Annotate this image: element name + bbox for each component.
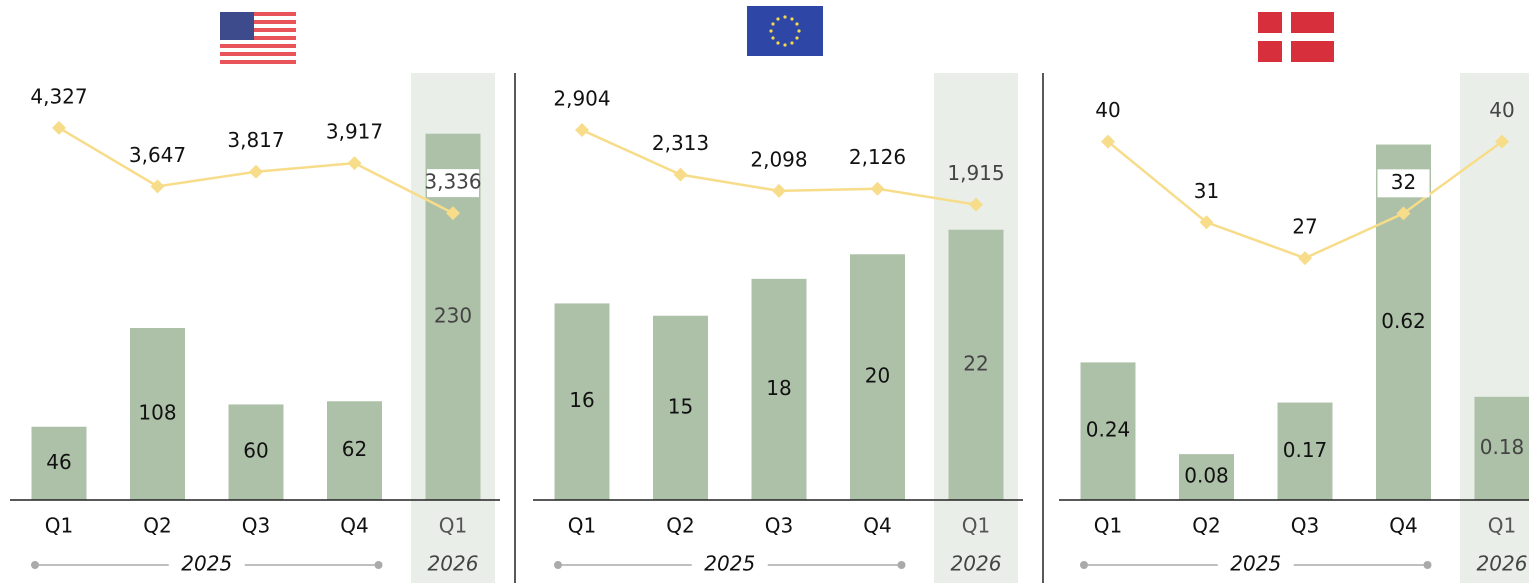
line-label: 3,917: [326, 120, 383, 144]
line-label: 3,647: [129, 143, 186, 167]
period-dot: [31, 561, 39, 569]
period-dot: [1423, 561, 1432, 569]
line-label: 32: [1391, 170, 1416, 194]
bar-label: 0.62: [1381, 309, 1426, 333]
bar-label: 230: [434, 303, 472, 327]
line-label: 1,915: [947, 161, 1004, 185]
bar: [1474, 396, 1529, 500]
x-tick-label: Q3: [242, 514, 270, 538]
line-marker: [150, 179, 165, 194]
bar: [948, 229, 1004, 500]
bar-label: 20: [865, 364, 890, 388]
bar-label: 60: [243, 439, 268, 463]
period-label: 2025: [181, 552, 232, 576]
bar-label: 18: [766, 376, 791, 400]
line-marker: [1199, 215, 1214, 230]
line-marker: [52, 120, 66, 135]
bar-label: 15: [668, 394, 693, 418]
period-dot: [1080, 561, 1088, 569]
bar: [130, 328, 185, 500]
bar: [327, 401, 382, 500]
line-marker: [673, 167, 688, 182]
line-marker: [870, 181, 885, 196]
line-marker: [1495, 134, 1509, 149]
line-marker: [249, 164, 263, 179]
line-label: 40: [1489, 98, 1514, 122]
period-dot: [554, 561, 562, 569]
x-tick-label: Q2: [143, 514, 171, 538]
x-tick-label: Q2: [1192, 514, 1220, 538]
bar-label: 0.24: [1086, 418, 1131, 442]
x-tick-label: Q1: [45, 514, 73, 538]
period-label: 2025: [704, 552, 755, 576]
bar: [1376, 144, 1431, 501]
line-label: 2,098: [750, 147, 807, 171]
x-tick-label: Q1: [1488, 514, 1516, 538]
label-background: [1377, 169, 1430, 198]
line: [1107, 140, 1503, 260]
bar-label: 0.18: [1480, 435, 1525, 459]
x-tick-label: Q4: [340, 514, 368, 538]
bar: [1179, 454, 1234, 500]
line-marker: [446, 206, 460, 221]
x-tick-label: Q4: [863, 514, 891, 538]
bar-label: 22: [963, 351, 988, 375]
line-marker: [969, 197, 983, 212]
bar: [554, 303, 610, 500]
bar: [653, 315, 708, 500]
x-tick-label: Q2: [666, 514, 694, 538]
x-tick-label: Q3: [1291, 514, 1319, 538]
bar: [228, 404, 284, 500]
line-label: 2,126: [849, 145, 906, 169]
line-label: 3,817: [227, 128, 284, 152]
period-label: 2025: [1230, 552, 1281, 576]
x-tick-label: Q1: [568, 514, 596, 538]
bar: [850, 254, 905, 500]
x-tick-label: Q1: [439, 514, 467, 538]
label-background: [427, 169, 479, 198]
line-label: 27: [1292, 215, 1317, 239]
line-label: 2,313: [652, 131, 709, 155]
bar-label: 16: [569, 388, 594, 412]
bar-label: 0.08: [1184, 464, 1229, 488]
line-label: 3,336: [424, 170, 481, 194]
line-marker: [1396, 206, 1411, 221]
us-flag: [220, 12, 296, 64]
period-label: 2026: [1477, 552, 1528, 576]
x-tick-label: Q1: [962, 514, 990, 538]
bar: [1277, 402, 1333, 500]
line-label: 2,904: [553, 87, 610, 111]
bar-label: 0.17: [1283, 438, 1328, 462]
bar: [751, 278, 807, 500]
x-tick-label: Q4: [1389, 514, 1417, 538]
period-dot: [897, 561, 906, 569]
line-marker: [772, 183, 786, 198]
line-marker: [575, 123, 589, 138]
highlight-column: [1460, 73, 1529, 583]
bar: [31, 426, 87, 500]
line-label: 40: [1095, 98, 1120, 122]
x-tick-label: Q1: [1094, 514, 1122, 538]
eu-flag: [747, 6, 823, 56]
line-label: 4,327: [30, 84, 87, 108]
line-label: 31: [1194, 179, 1219, 203]
line-marker: [347, 156, 362, 171]
period-dot: [374, 561, 383, 569]
bar-label: 46: [46, 450, 71, 474]
period-label: 2026: [951, 552, 1002, 576]
bar-label: 108: [138, 401, 176, 425]
bar-label: 62: [342, 437, 367, 461]
x-tick-label: Q3: [765, 514, 793, 538]
period-label: 2026: [428, 552, 479, 576]
bar: [1080, 362, 1136, 500]
line-marker: [1101, 134, 1115, 149]
dk-flag: [1258, 12, 1334, 62]
line-marker: [1298, 251, 1312, 266]
